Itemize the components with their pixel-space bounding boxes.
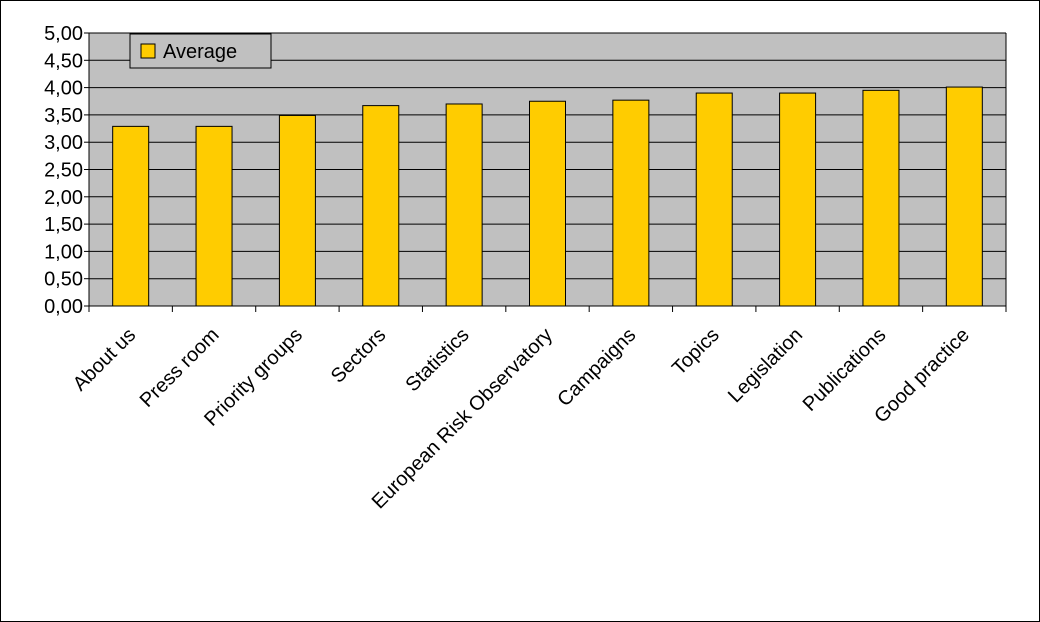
bar [779,92,817,307]
y-tick-label: 5,00 [44,23,83,45]
x-tick-label: Publications [799,324,891,416]
legend: Average [129,33,272,69]
x-tick-label: Legislation [724,324,807,407]
x-tick-label: Statistics [402,324,474,396]
y-tick-label: 2,50 [44,160,83,182]
axes [88,32,1007,312]
legend-swatch [140,43,156,59]
y-tick-label: 4,00 [44,78,83,100]
bar [945,86,983,307]
bar [112,125,150,307]
bar [612,99,650,307]
y-tick-label: 0,50 [44,269,83,291]
x-tick-label: About us [69,324,140,395]
bar [278,114,316,307]
x-tick-label: European Risk Observatory [368,324,557,513]
y-tick-label: 3,00 [44,132,83,154]
bar [195,125,233,307]
bar [529,100,566,307]
y-tick-label: 2,00 [44,187,83,209]
x-tick-label: Sectors [327,324,391,388]
legend-label: Average [163,41,237,63]
x-tick-label: Press room [136,324,224,412]
x-tick-label: Campaigns [553,324,640,411]
y-tick-label: 1,50 [44,214,83,236]
bar [695,92,733,307]
bar [362,105,400,307]
bar [862,89,900,307]
y-tick-label: 4,50 [44,50,83,72]
bars [112,86,983,307]
y-tick-label: 1,00 [44,241,83,263]
x-tick-label: Topics [668,324,724,380]
y-tick-labels: 0,00 0,50 1,00 1,50 2,00 2,50 3,00 3,50 4,00 4,50… [44,23,83,318]
y-tick-label: 0,00 [44,296,83,318]
y-tick-label: 3,50 [44,105,83,127]
bar [445,103,483,307]
